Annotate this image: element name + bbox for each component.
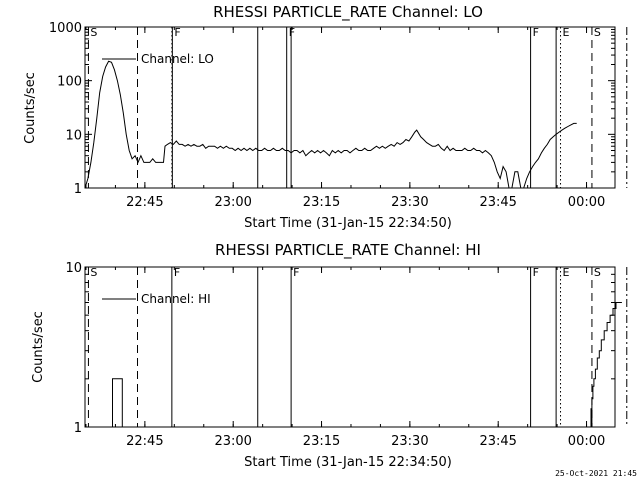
chart-panel-lo: RHESSI PARTICLE_RATE Channel: LO Counts/… bbox=[23, 3, 628, 231]
series-lines bbox=[84, 60, 577, 189]
legend-entry-lo: Channel: LO bbox=[141, 52, 214, 66]
y-axis-label: Counts/sec bbox=[23, 72, 38, 144]
x-tick-label: 23:30 bbox=[391, 195, 428, 210]
event-marker-label: S bbox=[90, 26, 97, 39]
plot-frame bbox=[84, 266, 616, 428]
x-axis-label: Start Time (31-Jan-15 22:34:50) bbox=[244, 455, 452, 470]
series-line-lo bbox=[84, 60, 577, 189]
x-tick-label: 23:30 bbox=[391, 434, 428, 449]
y-tick-label: 100 bbox=[57, 75, 82, 90]
x-tick-label: 23:45 bbox=[479, 195, 516, 210]
y-tick-label: 1000 bbox=[49, 21, 82, 36]
event-marker-label: F bbox=[293, 266, 299, 279]
chart-title: RHESSI PARTICLE_RATE Channel: LO bbox=[213, 3, 483, 22]
footer-timestamp: 25-Oct-2021 21:45 bbox=[555, 469, 637, 478]
event-marker-label: S bbox=[594, 26, 601, 39]
event-marker-label: F bbox=[174, 26, 180, 39]
legend-entry-hi: Channel: HI bbox=[141, 292, 211, 306]
series-line-hi bbox=[590, 302, 622, 428]
chart-panel-hi: RHESSI PARTICLE_RATE Channel: HI Counts/… bbox=[31, 241, 628, 470]
y-tick-label: 1 bbox=[74, 421, 82, 436]
event-marker-label: E bbox=[563, 266, 570, 279]
legend: Channel: HI bbox=[102, 292, 211, 306]
x-tick-label: 23:15 bbox=[303, 434, 340, 449]
plot-frame bbox=[84, 26, 616, 189]
event-marker-label: E bbox=[563, 26, 570, 39]
legend: Channel: LO bbox=[102, 52, 214, 66]
y-tick-label: 10 bbox=[65, 261, 82, 276]
event-marker-label: S bbox=[90, 266, 97, 279]
x-tick-label: 23:45 bbox=[479, 434, 516, 449]
event-marker-label: S bbox=[594, 266, 601, 279]
x-tick-label: 23:00 bbox=[214, 195, 251, 210]
y-tick-label: 1 bbox=[74, 182, 82, 197]
event-marker-label: F bbox=[289, 26, 295, 39]
series-lines bbox=[111, 302, 622, 428]
x-axis-label: Start Time (31-Jan-15 22:34:50) bbox=[244, 216, 452, 231]
x-tick-label: 23:00 bbox=[214, 434, 251, 449]
event-marker-label: F bbox=[533, 26, 539, 39]
y-tick-label: 10 bbox=[65, 128, 82, 143]
y-axis-label: Counts/sec bbox=[31, 311, 46, 383]
x-tick-label: 00:00 bbox=[568, 434, 605, 449]
x-tick-label: 00:00 bbox=[568, 195, 605, 210]
x-tick-label: 23:15 bbox=[303, 195, 340, 210]
chart-title: RHESSI PARTICLE_RATE Channel: HI bbox=[215, 241, 481, 260]
event-marker-label: F bbox=[174, 266, 180, 279]
x-tick-label: 22:45 bbox=[126, 434, 163, 449]
x-tick-label: 22:45 bbox=[126, 195, 163, 210]
event-marker-label: F bbox=[533, 266, 539, 279]
axis-ticks: 22:45 23:00 23:15 23:30 23:45 00:00 1 10 bbox=[65, 261, 615, 449]
axis-ticks: 22:45 23:00 23:15 23:30 23:45 00:00 1 10 100 1000 bbox=[49, 21, 615, 210]
series-line-hi bbox=[111, 378, 123, 428]
